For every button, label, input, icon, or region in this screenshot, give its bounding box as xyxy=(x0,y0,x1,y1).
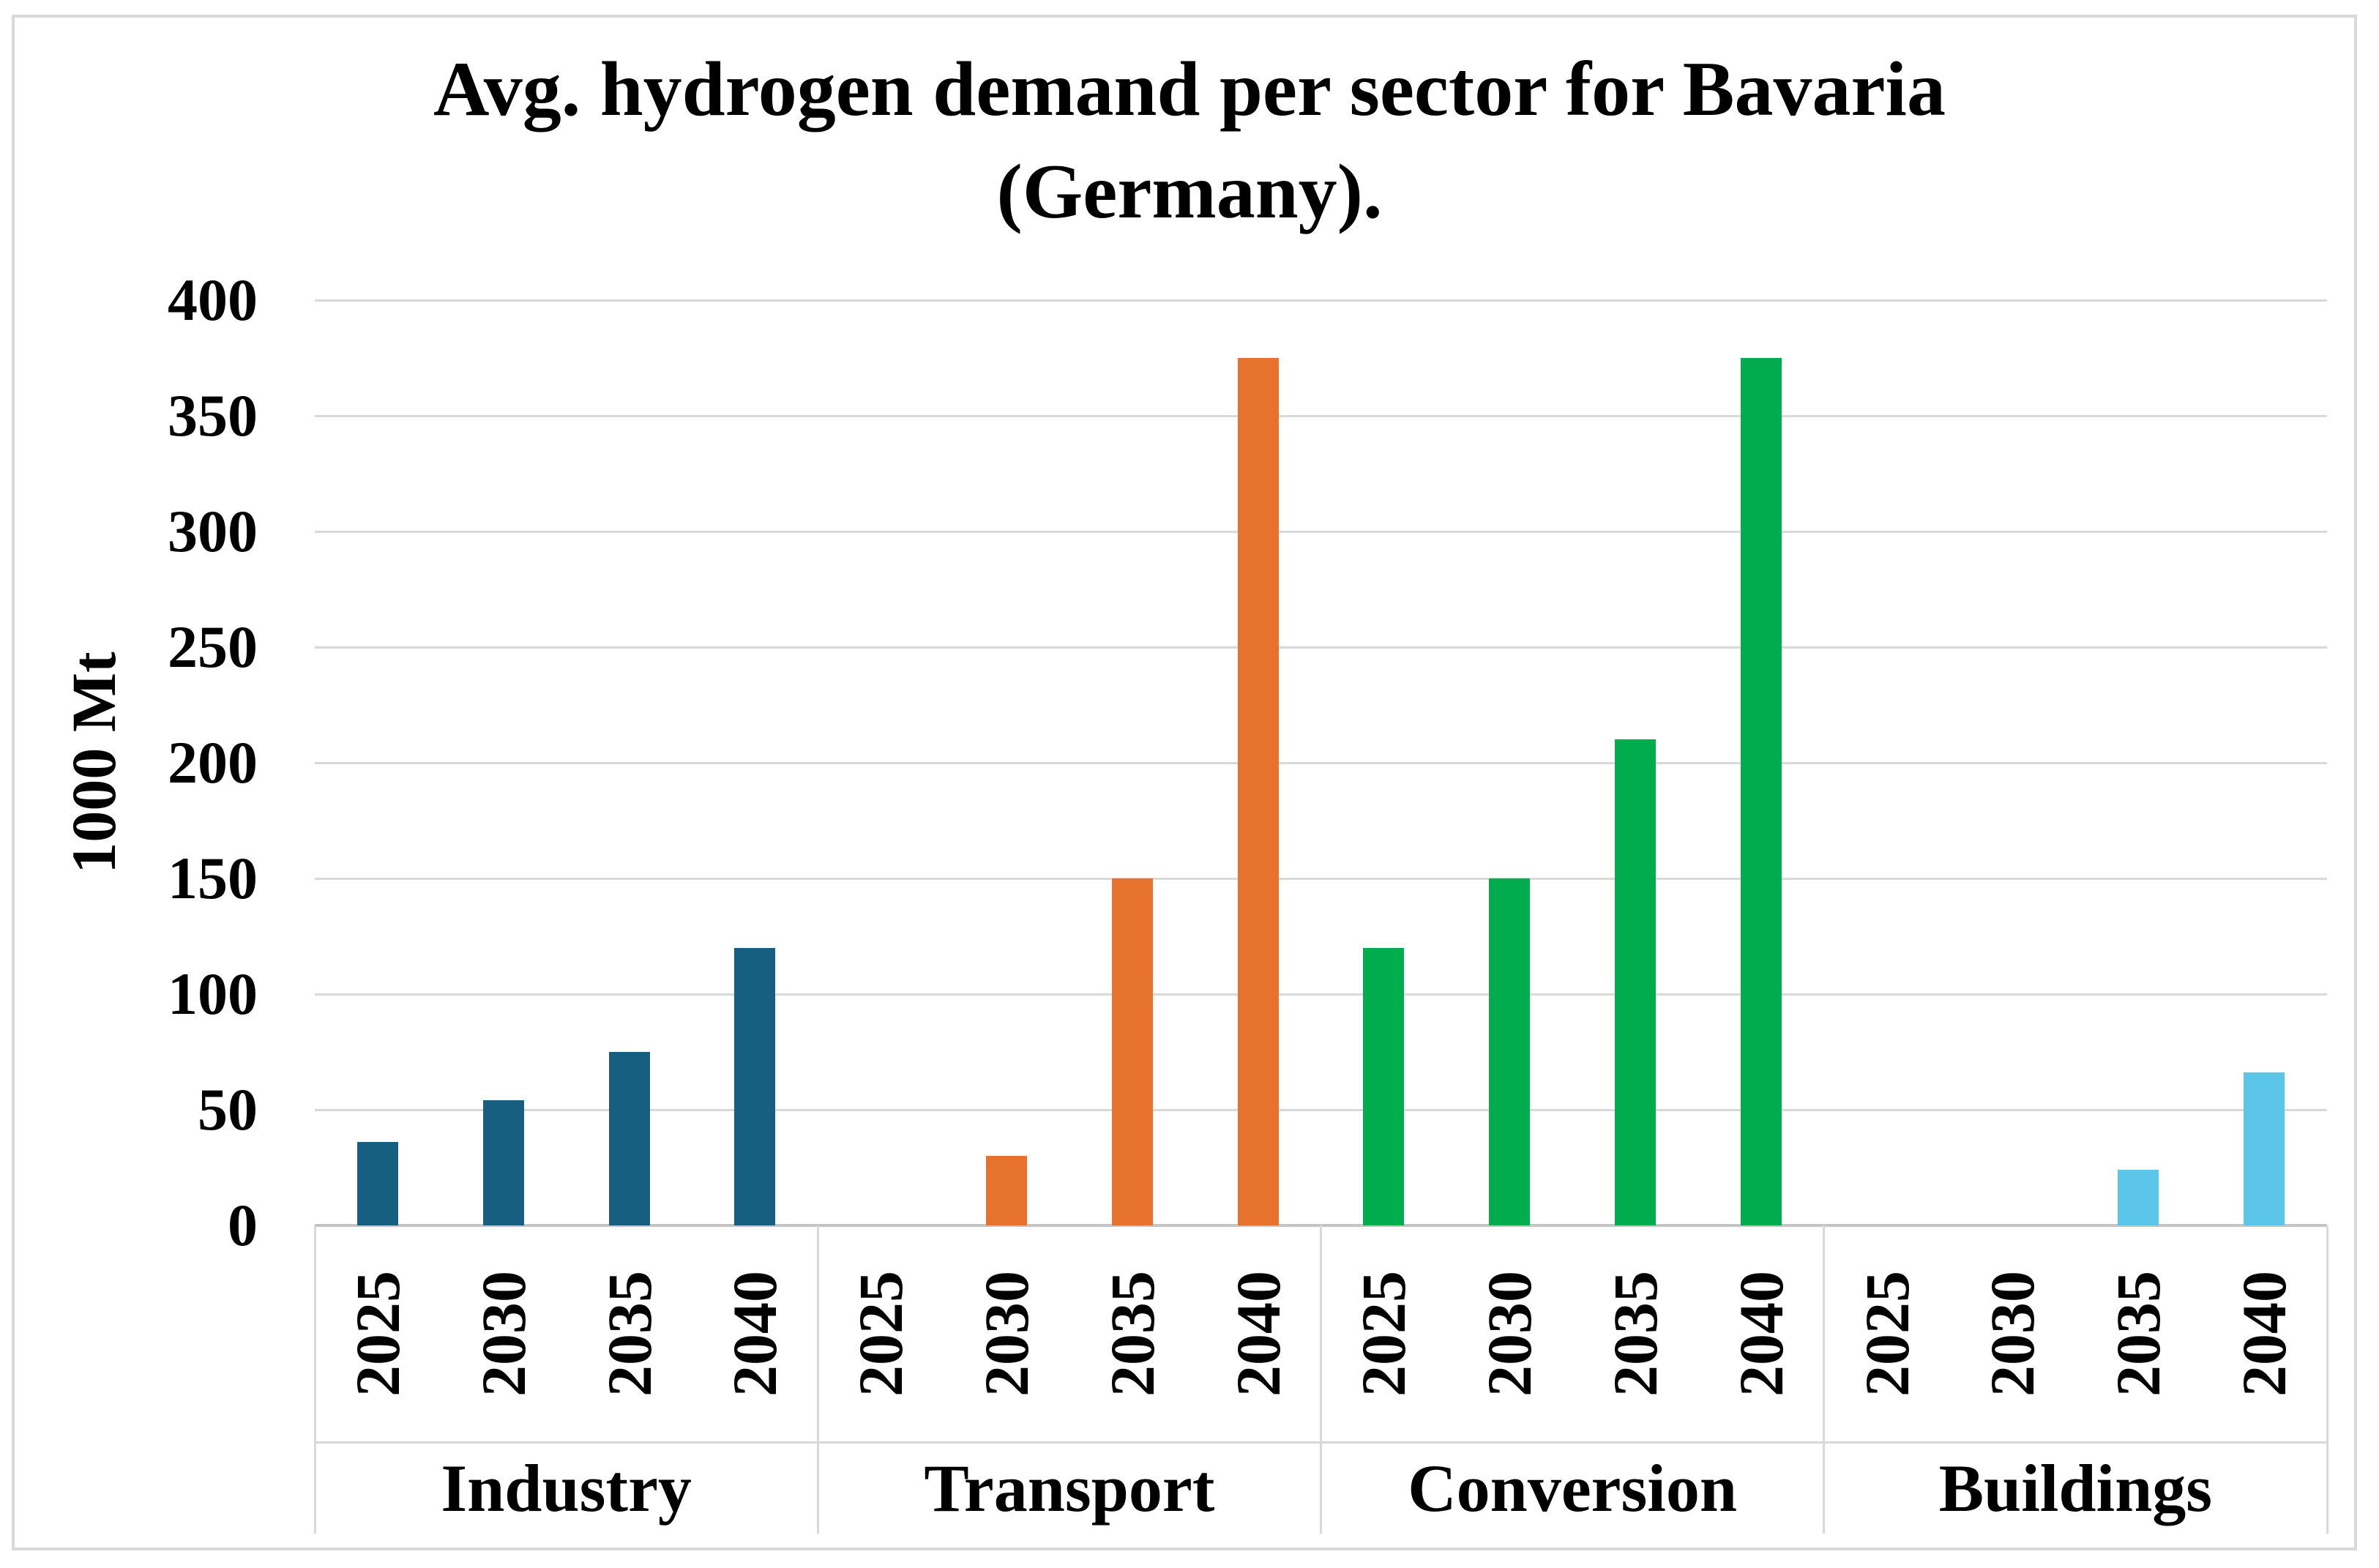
bar-transport-2030 xyxy=(985,1156,1027,1225)
y-tick-label-0: 0 xyxy=(228,1192,258,1258)
bar-conversion-2040 xyxy=(1740,358,1782,1225)
bar-industry-2030 xyxy=(482,1100,524,1225)
y-tick-label-400: 400 xyxy=(168,266,258,333)
year-cell-industry-2040: 2040 xyxy=(692,1228,818,1439)
table-v-divider-4 xyxy=(2326,1225,2328,1534)
year-cell-transport-2035: 2035 xyxy=(1069,1228,1195,1439)
year-label-transport-2030: 2030 xyxy=(971,1271,1042,1397)
sector-label-conversion: Conversion xyxy=(1408,1450,1738,1526)
year-cell-industry-2025: 2025 xyxy=(315,1228,441,1439)
bar-industry-2025 xyxy=(356,1142,398,1225)
bar-conversion-2030 xyxy=(1489,878,1531,1225)
gridline-100 xyxy=(315,993,2327,996)
year-label-buildings-2025: 2025 xyxy=(1851,1271,1922,1397)
year-cell-buildings-2040: 2040 xyxy=(2201,1228,2327,1439)
year-label-industry-2025: 2025 xyxy=(342,1271,413,1397)
chart-title: Avg. hydrogen demand per sector for Bava… xyxy=(0,38,2379,243)
year-label-conversion-2040: 2040 xyxy=(1725,1271,1796,1397)
table-v-divider-2 xyxy=(1320,1225,1322,1534)
y-tick-label-350: 350 xyxy=(168,382,258,449)
year-label-buildings-2030: 2030 xyxy=(1977,1271,2048,1397)
chart-title-line2: (Germany). xyxy=(996,148,1383,234)
year-cell-conversion-2035: 2035 xyxy=(1572,1228,1698,1439)
year-cell-buildings-2035: 2035 xyxy=(2075,1228,2201,1439)
year-label-industry-2030: 2030 xyxy=(468,1271,539,1397)
table-h-divider xyxy=(315,1441,2327,1444)
chart-title-line1: Avg. hydrogen demand per sector for Bava… xyxy=(433,46,1946,132)
y-tick-label-200: 200 xyxy=(168,729,258,796)
bar-conversion-2035 xyxy=(1615,739,1657,1225)
year-cell-industry-2030: 2030 xyxy=(441,1228,567,1439)
year-label-conversion-2025: 2025 xyxy=(1348,1271,1419,1397)
year-cell-transport-2025: 2025 xyxy=(818,1228,944,1439)
gridline-200 xyxy=(315,761,2327,764)
year-label-transport-2025: 2025 xyxy=(845,1271,916,1397)
year-label-industry-2040: 2040 xyxy=(720,1271,791,1397)
sector-label-industry: Industry xyxy=(441,1450,692,1526)
year-label-transport-2040: 2040 xyxy=(1222,1271,1293,1397)
year-cell-conversion-2025: 2025 xyxy=(1321,1228,1447,1439)
gridline-50 xyxy=(315,1108,2327,1111)
year-label-buildings-2040: 2040 xyxy=(2229,1271,2300,1397)
table-v-divider-1 xyxy=(816,1225,819,1534)
year-cell-conversion-2030: 2030 xyxy=(1446,1228,1572,1439)
gridline-150 xyxy=(315,877,2327,880)
bar-buildings-2040 xyxy=(2244,1072,2285,1225)
y-tick-label-250: 250 xyxy=(168,613,258,680)
bar-conversion-2025 xyxy=(1363,947,1405,1225)
year-cell-buildings-2030: 2030 xyxy=(1950,1228,2076,1439)
year-label-buildings-2035: 2035 xyxy=(2103,1271,2174,1397)
gridline-400 xyxy=(315,299,2327,302)
bar-industry-2035 xyxy=(608,1052,650,1225)
gridline-350 xyxy=(315,414,2327,417)
bar-transport-2035 xyxy=(1111,878,1153,1225)
gridline-300 xyxy=(315,530,2327,533)
bar-industry-2040 xyxy=(734,947,776,1225)
table-v-divider-3 xyxy=(1823,1225,1826,1534)
sector-label-buildings: Buildings xyxy=(1938,1450,2213,1526)
year-label-conversion-2035: 2035 xyxy=(1600,1271,1671,1397)
y-tick-label-100: 100 xyxy=(168,960,258,1027)
figure-border xyxy=(12,15,2357,1550)
gridline-250 xyxy=(315,646,2327,649)
year-label-conversion-2030: 2030 xyxy=(1474,1271,1545,1397)
year-cell-industry-2035: 2035 xyxy=(567,1228,692,1439)
bar-transport-2040 xyxy=(1237,358,1279,1225)
year-label-industry-2035: 2035 xyxy=(594,1271,665,1397)
year-cell-transport-2040: 2040 xyxy=(1195,1228,1321,1439)
year-label-transport-2035: 2035 xyxy=(1097,1271,1168,1397)
table-v-divider-0 xyxy=(313,1225,316,1534)
sector-label-transport: Transport xyxy=(924,1450,1215,1526)
y-tick-label-150: 150 xyxy=(168,845,258,911)
y-tick-label-300: 300 xyxy=(168,498,258,564)
year-cell-buildings-2025: 2025 xyxy=(1824,1228,1950,1439)
year-cell-transport-2030: 2030 xyxy=(944,1228,1069,1439)
bar-buildings-2035 xyxy=(2118,1170,2159,1225)
y-tick-label-50: 50 xyxy=(198,1076,258,1143)
year-cell-conversion-2040: 2040 xyxy=(1698,1228,1824,1439)
